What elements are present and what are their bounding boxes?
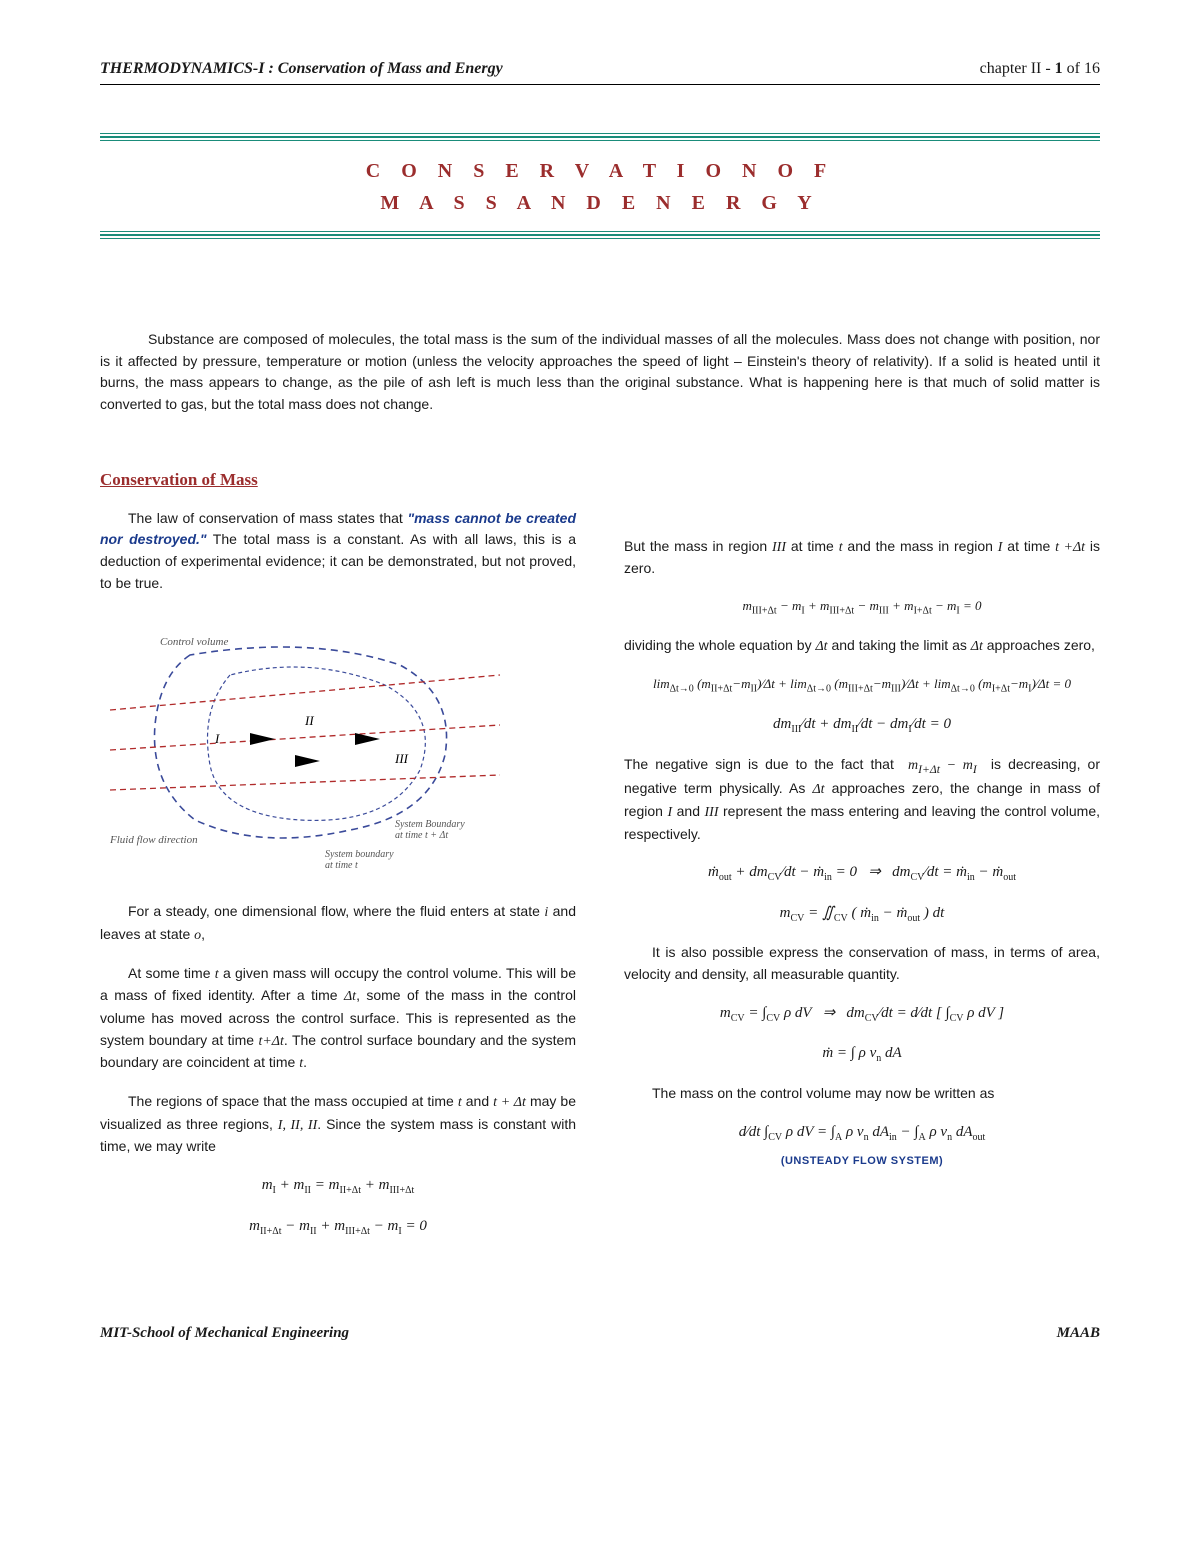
left-eq1: mI + mII = mII+Δt + mIII+Δt — [100, 1174, 576, 1199]
diag-label-sys-t: System boundary at time t — [325, 849, 396, 871]
footer-right: MAAB — [1057, 1325, 1100, 1342]
right-eq2b: dmIII∕dt + dmII∕dt − dmI∕dt = 0 — [624, 713, 1100, 738]
section-heading: Conservation of Mass — [100, 470, 1100, 490]
left-p1-a: The law of conservation of mass states t… — [128, 510, 407, 526]
header-title: THERMODYNAMICS-I : Conservation of Mass … — [100, 60, 503, 78]
title-rule-top — [100, 133, 1100, 141]
header-page-prefix: chapter II - — [980, 60, 1055, 77]
diag-label-fluid: Fluid flow direction — [109, 834, 198, 846]
diag-label-iii: III — [394, 751, 409, 766]
document-title: C O N S E R V A T I O N O F M A S S A N … — [100, 141, 1100, 231]
header-page-num: 1 — [1055, 60, 1063, 77]
diag-label-i: I — [214, 731, 220, 746]
page-header: THERMODYNAMICS-I : Conservation of Mass … — [100, 60, 1100, 78]
right-eq5: d∕dt ∫CV ρ dV = ∫A ρ vn dAin − ∫A ρ vn d… — [624, 1121, 1100, 1146]
right-eq1: mIII+Δt − mI + mIII+Δt − mIII + mI+Δt − … — [624, 596, 1100, 619]
unsteady-label: (UNSTEADY FLOW SYSTEM) — [624, 1153, 1100, 1170]
footer-left: MIT-School of Mechanical Engineering — [100, 1325, 349, 1342]
page-footer: MIT-School of Mechanical Engineering MAA… — [100, 1325, 1100, 1342]
right-eq4b: ṁ = ∫ ρ vn dA — [624, 1042, 1100, 1067]
intro-paragraph: Substance are composed of molecules, the… — [100, 329, 1100, 416]
title-line-1: C O N S E R V A T I O N O F — [100, 155, 1100, 187]
right-eq3a: ṁout + dmCV∕dt − ṁin = 0 ⇒ dmCV∕dt = ṁin… — [624, 861, 1100, 886]
left-eq2: mII+Δt − mII + mIII+Δt − mI = 0 — [100, 1215, 576, 1240]
left-p1: The law of conservation of mass states t… — [100, 508, 576, 595]
right-eq4a: mCV = ∫CV ρ dV ⇒ dmCV∕dt = d∕dt [ ∫CV ρ … — [624, 1002, 1100, 1027]
right-column: But the mass in region III at time t and… — [624, 508, 1100, 1255]
left-p4: The regions of space that the mass occup… — [100, 1091, 576, 1158]
right-eq2a: limΔt→0 (mII+Δt−mII)∕Δt + limΔt→0 (mIII+… — [624, 674, 1100, 697]
left-p3: At some time t a given mass will occupy … — [100, 963, 576, 1075]
two-column-layout: The law of conservation of mass states t… — [100, 508, 1100, 1255]
diag-label-ii: II — [304, 713, 314, 728]
right-eq3b: mCV = ∬CV ( ṁin − ṁout ) dt — [624, 902, 1100, 927]
title-rule-bottom — [100, 231, 1100, 239]
diag-label-sys-dt: System Boundary at time t + Δt — [395, 819, 467, 841]
title-line-2: M A S S A N D E N E R G Y — [100, 187, 1100, 219]
diag-label-cv: Control volume — [160, 636, 228, 648]
header-page-suffix: of 16 — [1063, 60, 1100, 77]
header-page: chapter II - 1 of 16 — [980, 60, 1100, 78]
right-p5: The mass on the control volume may now b… — [624, 1083, 1100, 1105]
right-p3: The negative sign is due to the fact tha… — [624, 754, 1100, 846]
right-p1: But the mass in region III at time t and… — [624, 536, 1100, 580]
right-p2: dividing the whole equation by Δt and ta… — [624, 635, 1100, 658]
left-p2: For a steady, one dimensional flow, wher… — [100, 901, 576, 946]
left-column: The law of conservation of mass states t… — [100, 508, 576, 1255]
control-volume-diagram: I II III Control volume Fluid flow direc… — [100, 615, 576, 882]
right-p4: It is also possible express the conserva… — [624, 942, 1100, 985]
header-rule — [100, 84, 1100, 85]
cv-diagram-svg: I II III Control volume Fluid flow direc… — [100, 615, 520, 875]
